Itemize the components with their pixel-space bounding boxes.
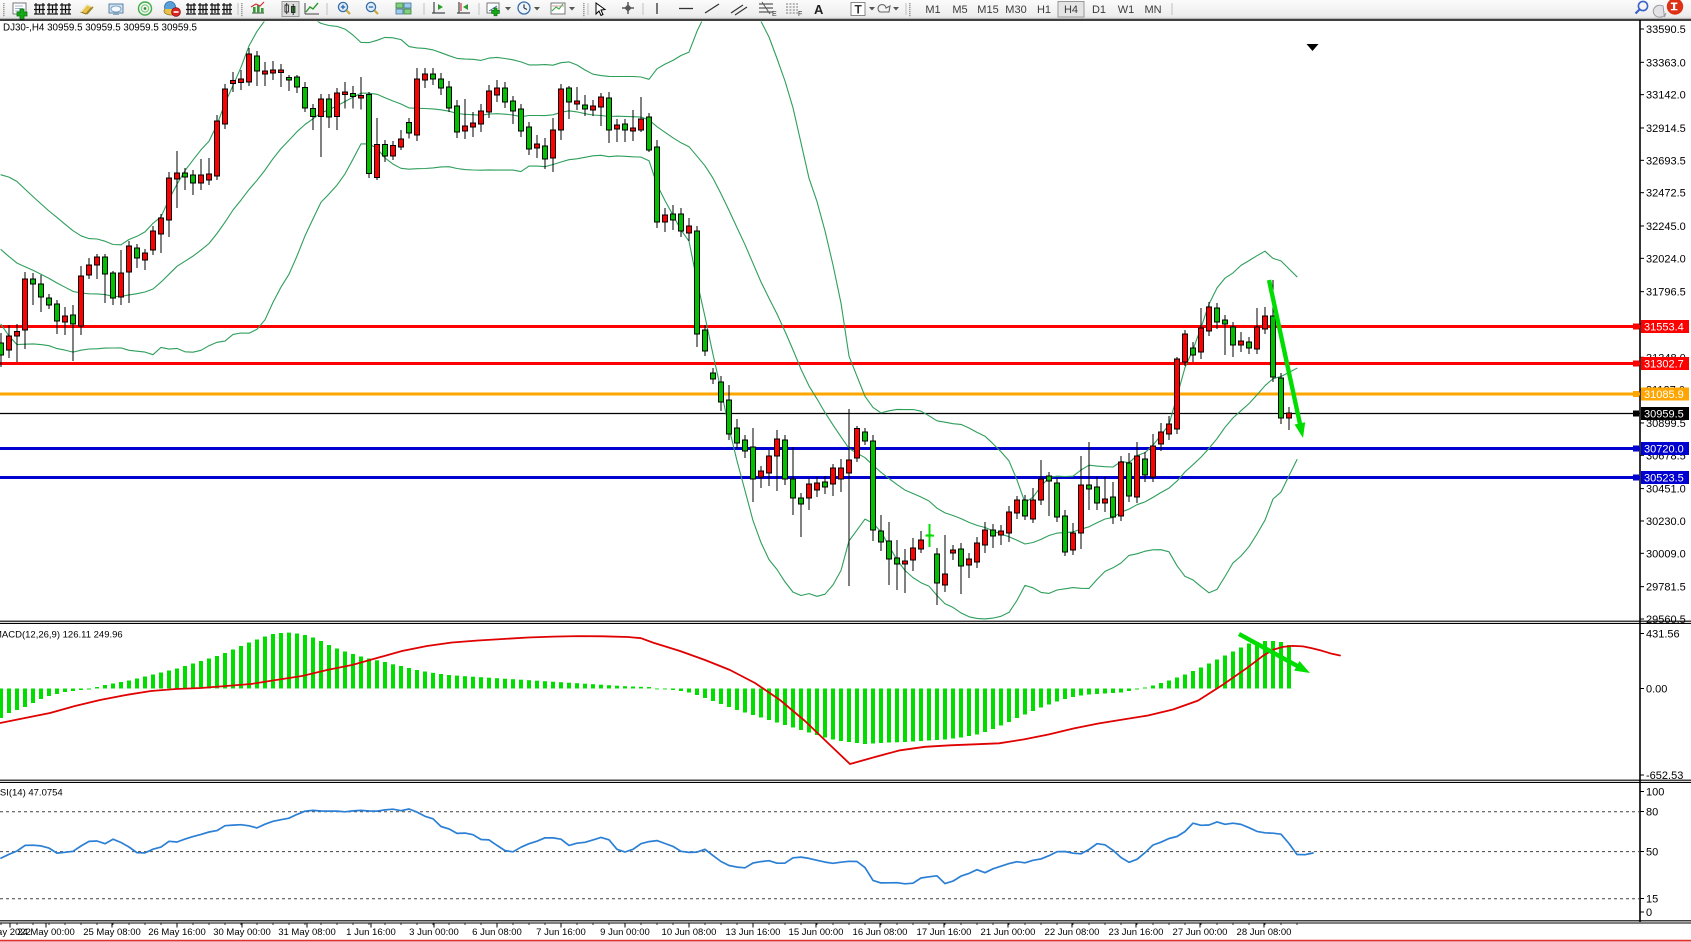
svg-text:30899.5: 30899.5 bbox=[1646, 418, 1686, 430]
svg-text:100: 100 bbox=[1646, 787, 1664, 799]
svg-text:50: 50 bbox=[1646, 847, 1658, 859]
svg-text:30009.0: 30009.0 bbox=[1646, 548, 1686, 560]
svg-text:M1: M1 bbox=[925, 4, 940, 16]
svg-text:10 Jun 08:00: 10 Jun 08:00 bbox=[662, 927, 717, 938]
svg-text:3 Jun 00:00: 3 Jun 00:00 bbox=[409, 927, 459, 938]
svg-text:30720.0: 30720.0 bbox=[1644, 444, 1684, 456]
svg-text:30230.0: 30230.0 bbox=[1646, 516, 1686, 528]
svg-text:32024.0: 32024.0 bbox=[1646, 253, 1686, 265]
svg-text:MACD(12,26,9) 126.11 249.96: MACD(12,26,9) 126.11 249.96 bbox=[0, 630, 123, 641]
svg-text:33590.5: 33590.5 bbox=[1646, 24, 1686, 36]
svg-text:A: A bbox=[814, 2, 824, 17]
svg-text:17 Jun 16:00: 17 Jun 16:00 bbox=[917, 927, 972, 938]
svg-text:F: F bbox=[798, 11, 802, 18]
svg-text:16 Jun 08:00: 16 Jun 08:00 bbox=[853, 927, 908, 938]
svg-text:31553.4: 31553.4 bbox=[1644, 322, 1684, 334]
svg-text:31796.5: 31796.5 bbox=[1646, 287, 1686, 299]
svg-text:D1: D1 bbox=[1092, 4, 1106, 16]
svg-text:26 May 16:00: 26 May 16:00 bbox=[148, 927, 206, 938]
svg-text:30959.5: 30959.5 bbox=[1644, 409, 1684, 421]
svg-text:31085.9: 31085.9 bbox=[1644, 389, 1684, 401]
svg-text:33142.0: 33142.0 bbox=[1646, 90, 1686, 102]
svg-text:13 Jun 16:00: 13 Jun 16:00 bbox=[726, 927, 781, 938]
svg-text:29781.5: 29781.5 bbox=[1646, 582, 1686, 594]
svg-text:30451.0: 30451.0 bbox=[1646, 484, 1686, 496]
svg-text:0.00: 0.00 bbox=[1646, 684, 1667, 696]
svg-text:E: E bbox=[772, 11, 777, 18]
svg-text:31 May 08:00: 31 May 08:00 bbox=[278, 927, 336, 938]
svg-text:RSI(14) 47.0754: RSI(14) 47.0754 bbox=[0, 788, 63, 799]
svg-text:29560.5: 29560.5 bbox=[1646, 614, 1686, 626]
svg-text:M30: M30 bbox=[1005, 4, 1026, 16]
svg-text:-652.53: -652.53 bbox=[1646, 770, 1683, 782]
svg-text:80: 80 bbox=[1646, 807, 1658, 819]
svg-text:30 May 00:00: 30 May 00:00 bbox=[213, 927, 271, 938]
svg-text:May 2022: May 2022 bbox=[0, 927, 31, 938]
svg-text:H4: H4 bbox=[1064, 4, 1078, 16]
svg-text:25 May 08:00: 25 May 08:00 bbox=[83, 927, 141, 938]
svg-text:431.56: 431.56 bbox=[1646, 629, 1680, 641]
svg-text:MN: MN bbox=[1144, 4, 1161, 16]
svg-text:32245.0: 32245.0 bbox=[1646, 221, 1686, 233]
svg-text:W1: W1 bbox=[1118, 4, 1135, 16]
svg-text:32914.5: 32914.5 bbox=[1646, 123, 1686, 135]
svg-text:M5: M5 bbox=[952, 4, 967, 16]
svg-text:22 Jun 08:00: 22 Jun 08:00 bbox=[1045, 927, 1100, 938]
svg-text:32693.5: 32693.5 bbox=[1646, 155, 1686, 167]
svg-text:7 Jun 16:00: 7 Jun 16:00 bbox=[536, 927, 586, 938]
svg-text:31302.7: 31302.7 bbox=[1644, 359, 1684, 371]
svg-text:15 Jun 00:00: 15 Jun 00:00 bbox=[789, 927, 844, 938]
svg-text:33363.0: 33363.0 bbox=[1646, 57, 1686, 69]
svg-text:H1: H1 bbox=[1037, 4, 1051, 16]
svg-text:T: T bbox=[855, 3, 863, 17]
svg-text:21 Jun 00:00: 21 Jun 00:00 bbox=[981, 927, 1036, 938]
svg-text:9 Jun 00:00: 9 Jun 00:00 bbox=[600, 927, 650, 938]
svg-text:27 Jun 00:00: 27 Jun 00:00 bbox=[1173, 927, 1228, 938]
svg-text:23 Jun 16:00: 23 Jun 16:00 bbox=[1109, 927, 1164, 938]
svg-text:15: 15 bbox=[1646, 894, 1658, 906]
svg-text:6 Jun 08:00: 6 Jun 08:00 bbox=[472, 927, 522, 938]
svg-text:DJ30-,H4 30959.5 30959.5 3095: DJ30-,H4 30959.5 30959.5 30959.5 30959.5 bbox=[3, 23, 197, 34]
svg-text:0: 0 bbox=[1646, 907, 1652, 919]
svg-text:28 Jun 08:00: 28 Jun 08:00 bbox=[1237, 927, 1292, 938]
svg-text:M15: M15 bbox=[977, 4, 998, 16]
svg-text:32472.5: 32472.5 bbox=[1646, 188, 1686, 200]
svg-text:24 May 00:00: 24 May 00:00 bbox=[17, 927, 75, 938]
svg-text:1 Jun 16:00: 1 Jun 16:00 bbox=[346, 927, 396, 938]
svg-text:30523.5: 30523.5 bbox=[1644, 473, 1684, 485]
